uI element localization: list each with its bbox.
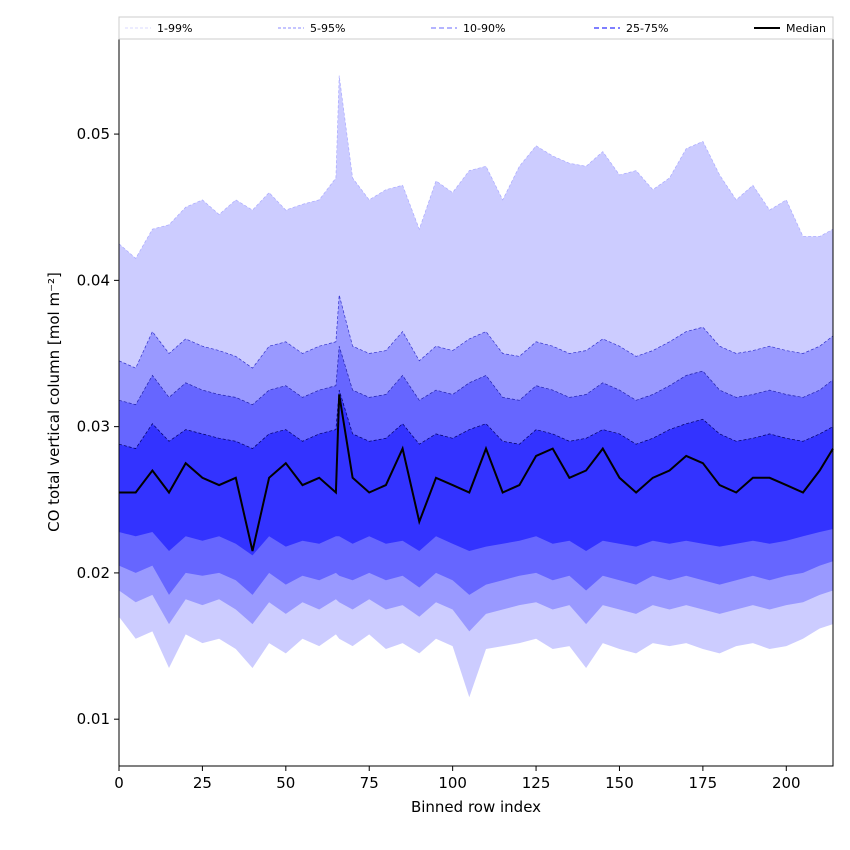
x-tick-label: 25 xyxy=(193,774,212,792)
y-tick-label: 0.03 xyxy=(77,418,110,436)
band-upper-edge-5-95% xyxy=(118,294,834,369)
legend-box xyxy=(118,16,834,40)
legend: 1-99% 5-95% 10-90% 25-75% Median xyxy=(118,16,834,40)
x-tick-label: 125 xyxy=(522,774,551,792)
y-tick-label: 0.02 xyxy=(77,564,110,582)
x-axis-label: Binned row index xyxy=(411,798,541,816)
y-tick-label: 0.04 xyxy=(77,271,110,289)
x-tick-label: 200 xyxy=(772,774,801,792)
median-line-layer xyxy=(119,394,834,552)
legend-label-10-90%: 10-90% xyxy=(463,22,505,35)
x-tick-label: 75 xyxy=(360,774,379,792)
legend-label-25-75%: 25-75% xyxy=(626,22,668,35)
x-tick-label: 175 xyxy=(689,774,718,792)
band-upper-edge-1-99% xyxy=(118,75,834,259)
band-upper-edge-10-90% xyxy=(118,346,834,406)
x-tick-label: 100 xyxy=(438,774,467,792)
legend-label-Median: Median xyxy=(786,22,826,35)
legend-label-1-99%: 1-99% xyxy=(157,22,192,35)
percentile-bands xyxy=(118,75,834,698)
band-upper-edge-25-75% xyxy=(118,389,834,450)
y-tick-label: 0.01 xyxy=(77,710,110,728)
y-axis-label: CO total vertical column [mol m⁻²] xyxy=(45,272,63,532)
legend-label-5-95%: 5-95% xyxy=(310,22,345,35)
x-tick-label: 150 xyxy=(605,774,634,792)
x-axis-ticks: 0 25 50 75 100 125 150 175 200 xyxy=(114,766,801,792)
median-line xyxy=(119,394,834,552)
x-tick-label: 0 xyxy=(114,774,124,792)
x-tick-label: 50 xyxy=(276,774,295,792)
y-tick-label: 0.05 xyxy=(77,125,110,143)
y-axis-ticks: 0.01 0.02 0.03 0.04 0.05 xyxy=(77,125,119,728)
